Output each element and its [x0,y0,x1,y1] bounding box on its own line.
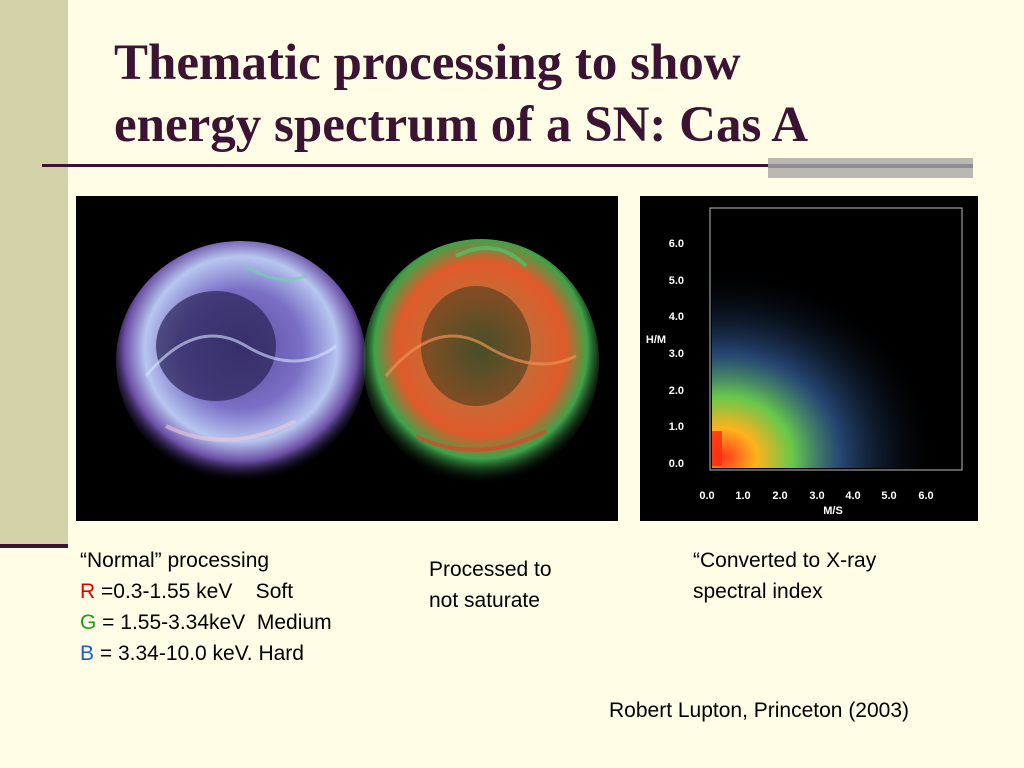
x-tick-label: 4.0 [845,490,860,502]
g-band-key: G [80,611,97,634]
x-tick-label: 5.0 [881,490,896,502]
x-tick-label: 1.0 [735,490,750,502]
title-underline [42,164,972,167]
y-tick-label: 1.0 [669,421,684,433]
g-band-line: G = 1.55-3.34keV Medium [80,607,332,638]
side-divider [0,544,68,548]
not-saturated-image [363,239,599,483]
y-tick-label: 6.0 [669,238,684,250]
r-band-text: =0.3-1.55 keV Soft [95,580,294,603]
y-tick-label: 0.0 [669,458,684,470]
plot-data-core [712,431,722,466]
converted-caption-line-2: spectral index [693,580,823,603]
normal-processing-caption: “Normal” processing R =0.3-1.55 keV Soft… [80,545,332,669]
credit-text: Robert Lupton, Princeton (2003) [609,699,910,722]
cas-a-images [116,239,599,483]
processed-caption-line-2: not saturate [429,589,540,612]
x-tick-label: 6.0 [918,490,933,502]
processed-caption-line-1: Processed to [429,558,552,581]
spectral-index-plot-panel: 0.0 1.0 2.0 3.0 4.0 5.0 6.0 0.0 1.0 2.0 3.0 4.0 5.0 6… [640,196,978,521]
slide-title: Thematic processing to show energy spect… [114,32,994,156]
b-band-line: B = 3.34-10.0 keV. Hard [80,638,332,669]
converted-caption-line-1: “Converted to X-ray [693,549,877,572]
normal-processing-image [116,241,366,481]
y-axis-label: H/M [646,334,666,346]
x-axis-label: M/S [823,505,843,517]
b-band-text: = 3.34-10.0 keV. Hard [94,642,304,665]
plot-data-cloud [712,256,952,468]
y-tick-label: 5.0 [669,275,684,287]
r-band-line: R =0.3-1.55 keV Soft [80,576,332,607]
processed-caption: Processed to not saturate [429,554,552,616]
cas-a-images-panel [76,196,618,521]
side-accent-bar [0,0,68,546]
g-band-text: = 1.55-3.34keV Medium [96,611,332,634]
x-tick-label: 0.0 [699,490,714,502]
y-tick-label: 4.0 [669,311,684,323]
title-decoration-line [768,164,973,168]
slide-title-line-1: Thematic processing to show [114,35,741,91]
r-band-key: R [80,580,96,603]
b-band-key: B [80,642,95,665]
slide-title-line-2: energy spectrum of a SN: Cas A [114,97,809,153]
y-tick-label: 3.0 [669,348,684,360]
plot-frame [709,207,963,471]
normal-processing-heading: “Normal” processing [80,549,270,572]
spectral-index-plot: 0.0 1.0 2.0 3.0 4.0 5.0 6.0 0.0 1.0 2.0 3.0 4.0 5.0 6… [646,207,963,517]
y-tick-label: 2.0 [669,385,684,397]
title-decoration-bar [768,158,973,178]
x-tick-label: 3.0 [809,490,824,502]
x-tick-label: 2.0 [772,490,787,502]
converted-caption: “Converted to X-ray spectral index [693,545,876,607]
